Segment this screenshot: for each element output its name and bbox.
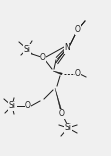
Polygon shape (53, 71, 62, 75)
Text: Si: Si (64, 124, 71, 132)
Text: O: O (75, 25, 81, 34)
Text: O: O (40, 54, 46, 63)
Text: Si: Si (24, 44, 31, 54)
Text: O: O (75, 25, 81, 34)
Text: O: O (75, 70, 81, 78)
Text: O: O (59, 110, 65, 119)
Polygon shape (55, 88, 63, 114)
Text: O: O (25, 102, 31, 110)
Text: N: N (64, 44, 70, 53)
Text: Si: Si (9, 102, 16, 110)
Text: N: N (64, 44, 70, 54)
